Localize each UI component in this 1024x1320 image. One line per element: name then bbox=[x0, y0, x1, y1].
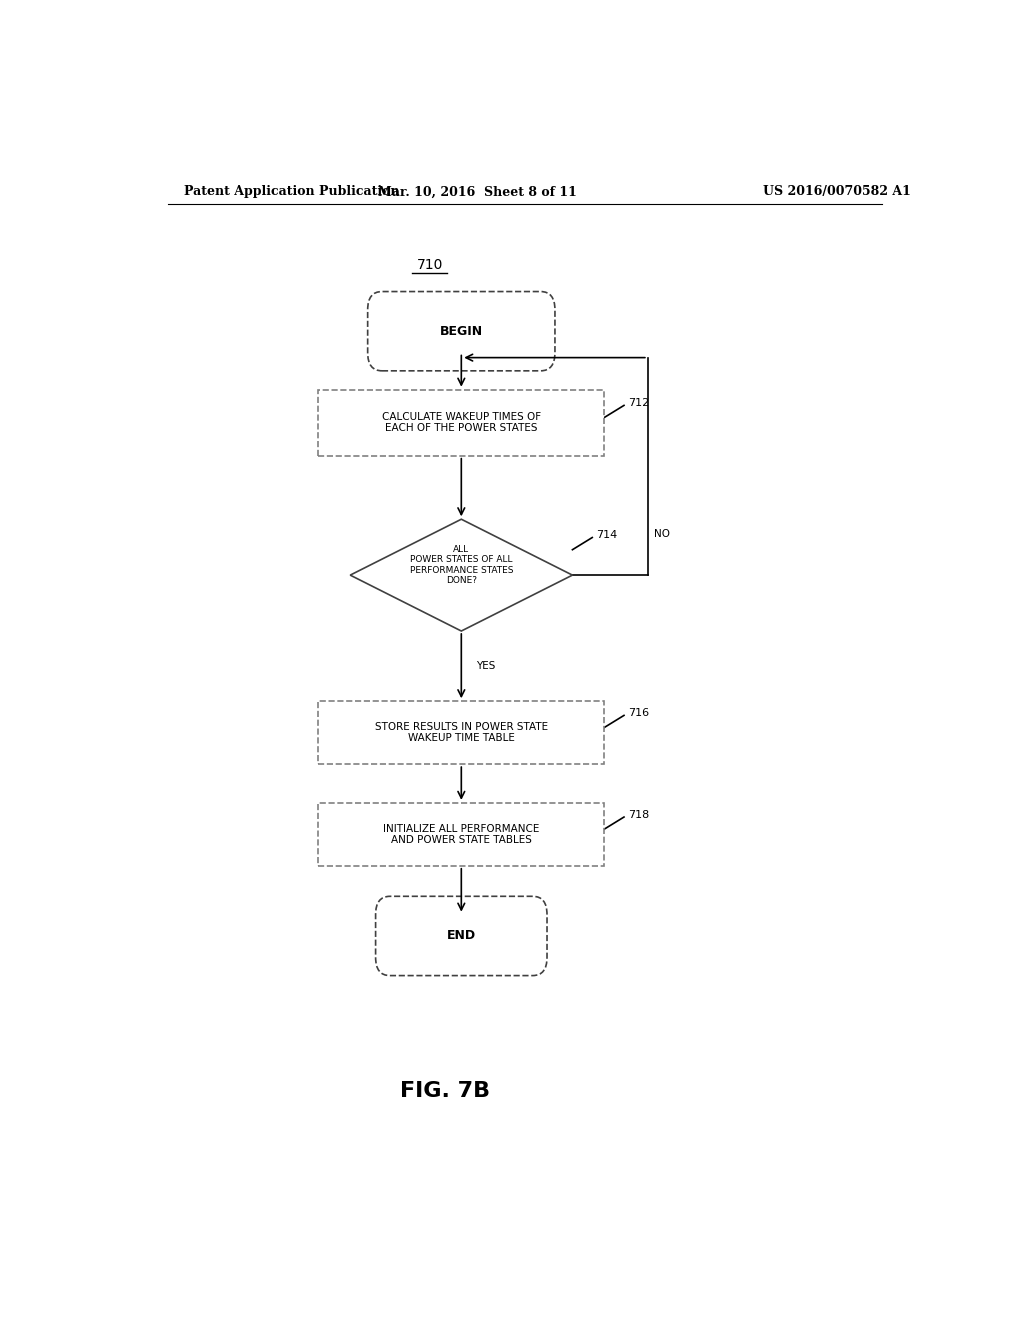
Text: YES: YES bbox=[475, 661, 495, 671]
Text: NO: NO bbox=[654, 529, 670, 540]
Text: Mar. 10, 2016  Sheet 8 of 11: Mar. 10, 2016 Sheet 8 of 11 bbox=[378, 185, 577, 198]
FancyBboxPatch shape bbox=[318, 803, 604, 866]
Polygon shape bbox=[350, 519, 572, 631]
Text: STORE RESULTS IN POWER STATE
WAKEUP TIME TABLE: STORE RESULTS IN POWER STATE WAKEUP TIME… bbox=[375, 722, 548, 743]
Text: 718: 718 bbox=[628, 810, 649, 820]
Text: 714: 714 bbox=[596, 531, 617, 540]
FancyBboxPatch shape bbox=[318, 701, 604, 764]
FancyBboxPatch shape bbox=[318, 389, 604, 455]
Text: 710: 710 bbox=[417, 259, 442, 272]
Text: END: END bbox=[446, 929, 476, 942]
Text: CALCULATE WAKEUP TIMES OF
EACH OF THE POWER STATES: CALCULATE WAKEUP TIMES OF EACH OF THE PO… bbox=[382, 412, 541, 433]
Text: INITIALIZE ALL PERFORMANCE
AND POWER STATE TABLES: INITIALIZE ALL PERFORMANCE AND POWER STA… bbox=[383, 824, 540, 845]
Text: BEGIN: BEGIN bbox=[439, 325, 483, 338]
Text: 712: 712 bbox=[628, 399, 649, 408]
Text: 716: 716 bbox=[628, 709, 649, 718]
Text: FIG. 7B: FIG. 7B bbox=[400, 1081, 490, 1101]
FancyBboxPatch shape bbox=[368, 292, 555, 371]
Text: Patent Application Publication: Patent Application Publication bbox=[183, 185, 399, 198]
FancyBboxPatch shape bbox=[376, 896, 547, 975]
Text: ALL
POWER STATES OF ALL
PERFORMANCE STATES
DONE?: ALL POWER STATES OF ALL PERFORMANCE STAT… bbox=[410, 545, 513, 585]
Text: US 2016/0070582 A1: US 2016/0070582 A1 bbox=[763, 185, 910, 198]
